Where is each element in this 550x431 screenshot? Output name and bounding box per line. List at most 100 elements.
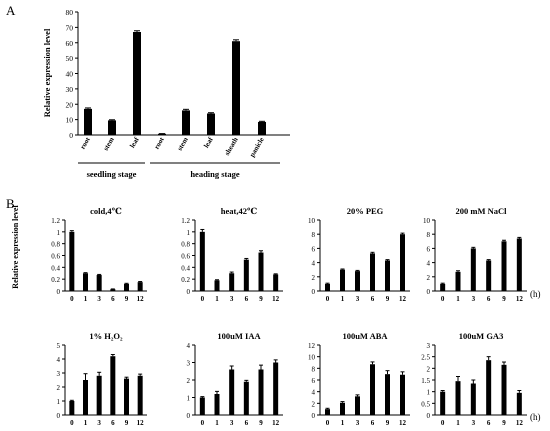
x-tick-label: 1: [84, 295, 88, 303]
panel-2: 0 0.2 0.4 0.6 0.8 1 1.2 0 1 3 6 9 12 heat,42℃: [181, 206, 283, 303]
y-tick-label: 2.5: [421, 354, 430, 362]
x-tick-label: 3: [97, 295, 101, 303]
bar: [214, 280, 220, 291]
x-tick-label: 12: [137, 419, 145, 427]
x-tick-label: 6: [487, 419, 491, 427]
bar: [137, 282, 143, 291]
x-tick-label: 9: [386, 419, 390, 427]
x-tick-label: 3: [97, 419, 101, 427]
y-tick-label: 5: [57, 342, 61, 350]
y-tick-label: 2: [427, 365, 431, 373]
panel-b-ylabel: Relative expression level: [11, 205, 20, 289]
x-tick-label: 6: [245, 295, 249, 303]
panel-title: cold,4℃: [90, 206, 122, 216]
y-tick-label: 3: [427, 342, 431, 350]
y-tick-label: 4: [312, 260, 316, 268]
x-tick-label: 9: [386, 295, 390, 303]
bar: [440, 391, 446, 415]
category-label-a: leaf: [202, 135, 215, 149]
x-tick-label: 9: [125, 419, 129, 427]
x-tick-label: 3: [356, 295, 360, 303]
y-tick-label: 10: [308, 354, 316, 362]
bar: [229, 369, 235, 415]
y-tick-label: 1.2: [51, 217, 60, 225]
x-tick-label: 6: [245, 419, 249, 427]
bar-a: [158, 133, 166, 135]
panel-title: 20% PEG: [347, 206, 384, 216]
bar: [340, 269, 345, 291]
y-tick-label: 10: [423, 217, 431, 225]
y-tick-label-a: 40: [66, 70, 74, 79]
y-tick-label-a: 60: [66, 39, 74, 48]
bar: [96, 275, 102, 291]
bar-a: [182, 110, 190, 135]
bar: [385, 260, 390, 291]
bar: [110, 289, 116, 291]
y-tick-label: 2: [57, 384, 61, 392]
bar: [96, 375, 102, 415]
bar-a: [207, 113, 215, 135]
x-tick-label: 6: [111, 295, 115, 303]
bar: [258, 369, 264, 415]
bar: [137, 375, 143, 415]
x-tick-label: 0: [326, 419, 330, 427]
bar: [355, 271, 360, 291]
bar: [69, 231, 75, 291]
bar: [400, 234, 405, 291]
x-tick-label: 0: [326, 295, 330, 303]
bar: [440, 283, 446, 291]
panel-title: 100uM GA3: [459, 331, 504, 341]
y-tick-label: 1.5: [421, 377, 430, 385]
bar-a: [258, 121, 266, 135]
bar: [325, 409, 330, 415]
y-tick-label: 0.2: [51, 276, 60, 284]
y-tick-label: 6: [312, 377, 316, 385]
x-tick-label: 6: [371, 295, 375, 303]
y-tick-label: 0.8: [51, 241, 60, 249]
bar: [124, 378, 129, 415]
x-tick-label: 1: [456, 295, 460, 303]
category-label-a: root: [153, 135, 166, 150]
category-label-a: stem: [102, 136, 116, 152]
x-tick-label: 1: [341, 295, 345, 303]
x-tick-label: 12: [272, 419, 280, 427]
x-tick-label: 6: [111, 419, 115, 427]
y-tick-label: 0: [312, 288, 316, 296]
x-tick-label: 9: [259, 419, 263, 427]
bar: [243, 381, 249, 415]
panel-1: 0 0.2 0.4 0.6 0.8 1 1.2 0 1 3 6 9 12 cold,4℃: [51, 206, 147, 303]
chart-treatment-panels: 00.20.40.60.811.20 1 3 6 9 12cold,4℃00.20.40.…: [51, 206, 527, 427]
panel-3: 0 2 4 6 8 10 0 1 3 6 9 12 20% PEG: [308, 206, 410, 303]
panel-title: 1% H₂O₂: [89, 331, 123, 341]
y-tick-label: 4: [187, 342, 191, 350]
x-tick-label: 1: [215, 419, 219, 427]
y-tick-label: 8: [312, 231, 316, 239]
bar: [199, 231, 205, 291]
y-tick-label: 10: [308, 217, 316, 225]
y-tick-label: 1: [57, 229, 61, 237]
y-tick-label: 0.6: [51, 253, 60, 261]
x-tick-label: 9: [125, 295, 129, 303]
y-tick-label: 1: [57, 398, 61, 406]
panel-title: 200 mM NaCl: [456, 206, 508, 216]
bar: [258, 252, 264, 291]
y-tick-label: 1: [427, 389, 431, 397]
panel-title: 100uM ABA: [342, 331, 388, 341]
y-tick-label-a: 70: [66, 23, 74, 32]
y-tick-label: 2: [187, 377, 191, 385]
y-tick-label-a: 20: [66, 100, 74, 109]
y-tick-label: 8: [312, 365, 316, 373]
bar: [355, 396, 360, 415]
panel-8: 0 0.5 1 1.5 2 2.5 3 0 1 3 6 9 12 100uM GA3: [421, 331, 527, 427]
x-tick-label: 1: [215, 295, 219, 303]
x-tick-label: 0: [70, 419, 74, 427]
y-tick-label: 12: [308, 342, 316, 350]
x-tick-label: 0: [441, 419, 445, 427]
panel-a-label: A: [6, 3, 16, 18]
bar: [83, 380, 88, 415]
bar: [486, 360, 492, 415]
bar: [273, 274, 279, 291]
bar-a: [108, 120, 116, 135]
